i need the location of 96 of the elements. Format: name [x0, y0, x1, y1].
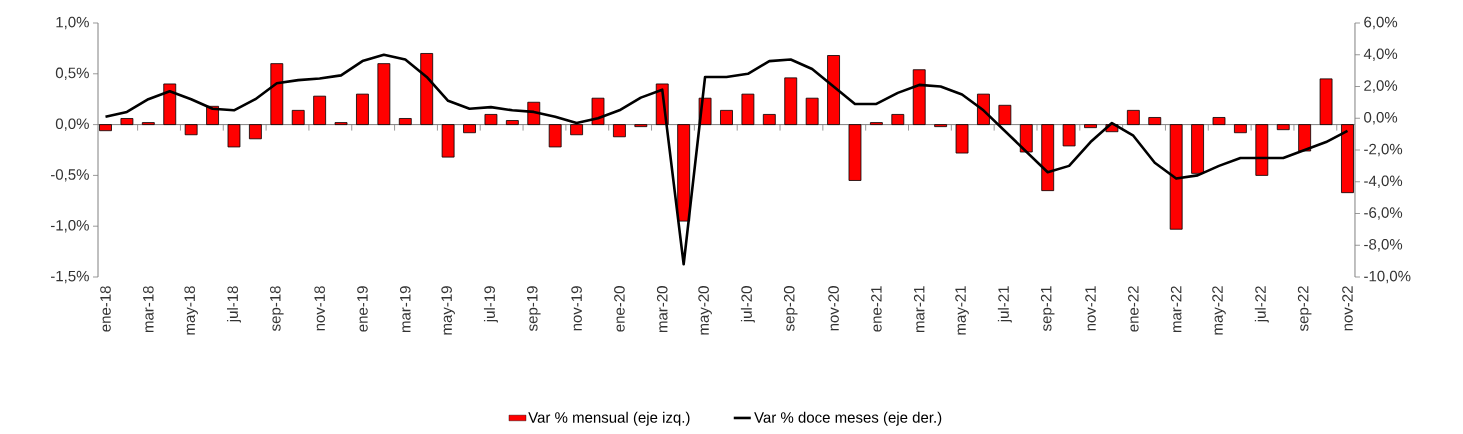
bar [1191, 124, 1204, 174]
x-tick-label: mar-21 [913, 286, 925, 333]
bar [505, 120, 519, 125]
y2-tick-label: 0,0% [1364, 112, 1398, 125]
bar [570, 124, 583, 136]
bar [1234, 124, 1247, 134]
bar [484, 114, 498, 125]
bar [1169, 124, 1183, 230]
y-tick-label: 1,0% [56, 16, 89, 30]
bar [548, 124, 562, 148]
x-tick-label: may-19 [441, 286, 455, 335]
bar [291, 109, 305, 125]
x-tick-label: jul-19 [483, 286, 498, 323]
bar [184, 124, 198, 136]
x-tick-label: may-22 [1212, 286, 1226, 335]
bar [805, 97, 819, 125]
bar [1298, 124, 1312, 152]
bar [741, 93, 755, 125]
y2-tick-label: -10,0% [1364, 270, 1411, 284]
bar [934, 124, 948, 128]
y2-tick-label: -2,0% [1364, 143, 1403, 157]
bar [634, 124, 648, 128]
bar [784, 77, 798, 125]
bar [955, 124, 969, 154]
x-tick-label: may-20 [698, 286, 712, 335]
y-tick-label: -1,0% [50, 220, 89, 233]
x-tick-label: jul-22 [1254, 286, 1269, 323]
bar [377, 63, 391, 125]
bar [912, 69, 926, 125]
bar [1319, 78, 1333, 125]
y2-tick-label: 6,0% [1364, 16, 1398, 30]
x-tick-label: may-21 [955, 286, 969, 335]
bar [334, 122, 348, 125]
x-tick-label: nov-19 [571, 286, 582, 331]
bar [1276, 124, 1290, 131]
bar [1212, 117, 1226, 125]
y2-tick-label: -6,0% [1364, 207, 1403, 220]
x-tick-label: ene-22 [1128, 286, 1139, 332]
bar [998, 104, 1012, 125]
bar [1041, 124, 1055, 192]
bar [613, 124, 626, 138]
x-tick-label: nov-21 [1085, 286, 1096, 331]
bar [1126, 109, 1140, 125]
bar [463, 124, 476, 134]
x-tick-label: jul-18 [226, 286, 241, 323]
bar [227, 124, 241, 148]
bar [869, 122, 883, 125]
x-tick-label: ene-18 [100, 286, 111, 332]
x-tick-label: may-18 [184, 286, 198, 335]
x-tick-label: mar-22 [1170, 286, 1182, 333]
bar [163, 83, 177, 125]
x-tick-label: mar-19 [399, 286, 411, 333]
bar [313, 95, 327, 125]
x-tick-label: nov-20 [828, 286, 839, 331]
x-tick-label: sep-22 [1297, 286, 1312, 331]
y-tick-label: 0,5% [55, 67, 89, 80]
legend-label: Var % mensual (eje izq.) [528, 411, 690, 426]
bar [99, 124, 112, 132]
bar [120, 118, 134, 125]
x-tick-label: sep-19 [526, 286, 541, 331]
x-tick-label: mar-18 [143, 286, 154, 333]
x-tick-label: jul-21 [997, 286, 1012, 323]
y2-tick-label: 2,0% [1364, 80, 1398, 93]
x-tick-label: ene-19 [357, 286, 368, 332]
bar [356, 93, 369, 125]
y2-tick-label: -4,0% [1364, 175, 1403, 188]
bar [677, 124, 691, 222]
y-tick-label: 0,0% [55, 118, 89, 131]
legend-label: Var % doce meses (eje der.) [754, 411, 942, 426]
bar [720, 109, 733, 125]
y-tick-label: -1,5% [50, 270, 89, 284]
bar [848, 124, 862, 181]
x-tick-label: ene-20 [614, 286, 625, 332]
x-tick-label: sep-21 [1040, 286, 1055, 331]
x-tick-label: jul-20 [740, 286, 755, 323]
x-tick-label: ene-21 [871, 286, 882, 332]
x-tick-label: sep-20 [783, 286, 798, 331]
bar [1084, 124, 1097, 129]
bar [1062, 124, 1076, 147]
y2-tick-label: -8,0% [1364, 239, 1403, 252]
y-tick-label: -0,5% [50, 169, 89, 182]
bar [1255, 124, 1269, 176]
x-tick-label: nov-18 [314, 286, 325, 331]
bar [1019, 124, 1033, 153]
bar [248, 124, 262, 140]
bar [141, 122, 155, 125]
bar [762, 114, 776, 125]
x-tick-label: mar-20 [656, 286, 668, 333]
bar [891, 114, 905, 125]
x-tick-label: sep-18 [270, 286, 284, 331]
bar [441, 124, 455, 158]
bar [270, 63, 284, 125]
x-tick-label: nov-22 [1342, 286, 1353, 331]
bar [1148, 117, 1162, 125]
bar [398, 118, 412, 125]
y2-tick-label: 4,0% [1363, 48, 1398, 61]
